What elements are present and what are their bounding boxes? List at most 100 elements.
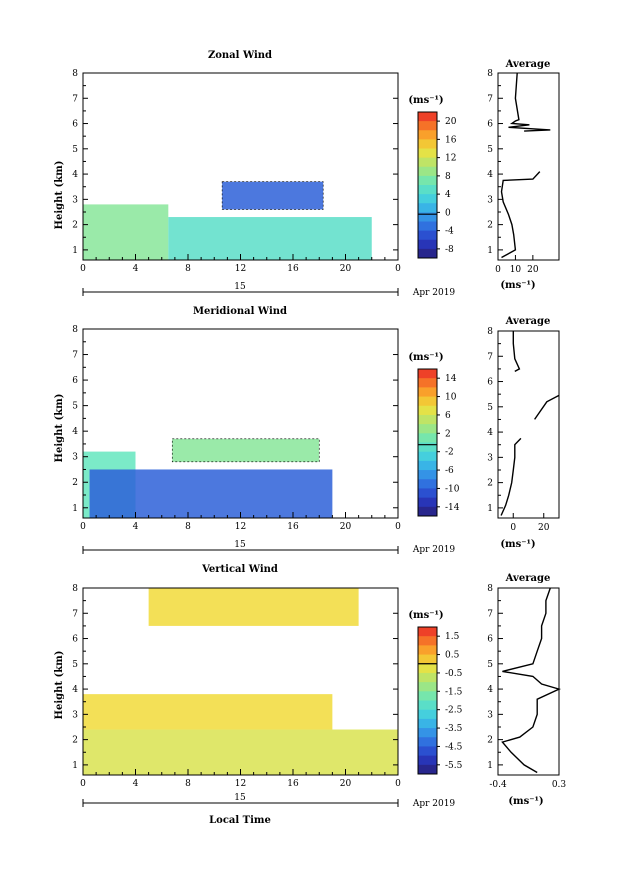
y-tick-label: 1 bbox=[72, 761, 78, 771]
average-frame bbox=[497, 72, 560, 261]
colorbar-segment bbox=[418, 470, 437, 480]
colorbar-segment bbox=[418, 166, 437, 177]
colorbar-tick-label: -6 bbox=[445, 466, 454, 476]
average-x-tick-label: 20 bbox=[527, 265, 539, 275]
colorbar-segment bbox=[418, 194, 437, 204]
heatmap-patch bbox=[168, 217, 372, 260]
day-label: 15 bbox=[234, 282, 246, 292]
colorbar-segment bbox=[418, 139, 437, 149]
y-tick-label: 7 bbox=[487, 94, 493, 104]
y-tick-label: 3 bbox=[487, 453, 493, 463]
colorbar-segment bbox=[418, 737, 437, 747]
colorbar-segment bbox=[418, 709, 437, 720]
heatmap-patch bbox=[89, 469, 333, 518]
date-label: Apr 2019 bbox=[412, 799, 456, 809]
average-profile-line bbox=[500, 72, 551, 259]
y-tick-label: 1 bbox=[487, 246, 493, 256]
colorbar-segment bbox=[418, 764, 437, 775]
y-tick-label: 3 bbox=[72, 195, 78, 205]
date-label: Apr 2019 bbox=[412, 545, 456, 555]
y-tick-label: 5 bbox=[487, 145, 493, 155]
average-title: Average bbox=[505, 573, 551, 584]
average-x-tick-label: 0 bbox=[495, 265, 501, 275]
x-tick-label: 4 bbox=[133, 522, 139, 532]
colorbar-segment bbox=[418, 387, 437, 398]
colorbar-segment bbox=[418, 212, 437, 222]
x-tick-label: 12 bbox=[235, 264, 246, 274]
y-tick-label: 7 bbox=[72, 94, 78, 104]
colorbar-unit-label: (ms⁻¹) bbox=[408, 352, 443, 363]
x-tick-label: 4 bbox=[133, 264, 139, 274]
x-tick-label: 0 bbox=[395, 264, 401, 274]
y-tick-label: 4 bbox=[72, 427, 78, 437]
y-tick-label: 4 bbox=[72, 170, 78, 180]
colorbar-segment bbox=[418, 460, 437, 471]
y-tick-label: 8 bbox=[72, 584, 78, 594]
colorbar-segment bbox=[418, 654, 437, 665]
colorbar-segment bbox=[418, 728, 437, 738]
average-title: Average bbox=[505, 59, 551, 70]
colorbar-segment bbox=[418, 700, 437, 711]
day-label: 15 bbox=[234, 793, 246, 803]
y-tick-label: 1 bbox=[72, 504, 78, 514]
average-x-label: (ms⁻¹) bbox=[508, 796, 543, 807]
average-x-label: (ms⁻¹) bbox=[500, 539, 535, 550]
y-tick-label: 2 bbox=[72, 478, 78, 488]
y-tick-label: 6 bbox=[72, 376, 78, 386]
y-tick-label: 6 bbox=[487, 635, 493, 645]
colorbar-frame bbox=[417, 368, 438, 517]
y-tick-label: 3 bbox=[72, 710, 78, 720]
y-tick-label: 2 bbox=[72, 221, 78, 231]
panel-title: Meridional Wind bbox=[193, 306, 287, 317]
x-tick-label: 0 bbox=[80, 522, 86, 532]
y-tick-label: 1 bbox=[487, 761, 493, 771]
day-label: 15 bbox=[234, 540, 246, 550]
x-tick-label: 0 bbox=[395, 779, 401, 789]
colorbar-segment bbox=[418, 746, 437, 757]
colorbar-segment bbox=[418, 121, 437, 131]
heatmap-patches-layer bbox=[83, 181, 398, 775]
colorbar-segment bbox=[418, 185, 437, 195]
colorbar-tick-label: -4 bbox=[445, 227, 454, 237]
colorbar-segment bbox=[418, 442, 437, 453]
colorbar-segment bbox=[418, 506, 437, 517]
y-tick-label: 4 bbox=[487, 428, 493, 438]
colorbar-segment bbox=[418, 627, 437, 637]
x-tick-label: 20 bbox=[340, 264, 352, 274]
colorbar-segment bbox=[418, 148, 437, 159]
colorbar-segment bbox=[418, 378, 437, 388]
y-tick-label: 3 bbox=[487, 195, 493, 205]
y-tick-label: 5 bbox=[72, 660, 78, 670]
colorbar-segment bbox=[418, 405, 437, 416]
colorbar-segment bbox=[418, 479, 437, 489]
y-tick-label: 6 bbox=[72, 635, 78, 645]
x-tick-label: 8 bbox=[185, 779, 191, 789]
average-frame bbox=[497, 587, 560, 776]
y-tick-label: 7 bbox=[72, 351, 78, 361]
colorbar-segment bbox=[418, 718, 437, 729]
colorbar-segment bbox=[418, 755, 437, 766]
y-tick-label: 8 bbox=[487, 584, 493, 594]
y-tick-label: 6 bbox=[487, 378, 493, 388]
colorbar-tick-label: 1.5 bbox=[445, 632, 460, 642]
colorbar-tick-label: -14 bbox=[445, 503, 460, 513]
colorbar-tick-label: -5.5 bbox=[445, 761, 463, 771]
colorbar-segment bbox=[418, 203, 437, 213]
colorbar-segment bbox=[418, 396, 437, 407]
x-tick-label: 16 bbox=[287, 779, 299, 789]
colorbar-tick-label: 6 bbox=[445, 411, 451, 421]
average-x-tick-label: 20 bbox=[538, 523, 550, 533]
colorbar-segment bbox=[418, 157, 437, 168]
x-tick-label: 4 bbox=[133, 779, 139, 789]
average-x-tick-label: 0.3 bbox=[552, 780, 567, 790]
x-tick-label: 20 bbox=[340, 779, 352, 789]
y-tick-label: 2 bbox=[487, 736, 493, 746]
colorbar-tick-label: -2.5 bbox=[445, 706, 463, 716]
y-axis-label: Height (km) bbox=[54, 651, 65, 720]
colorbar-segment bbox=[418, 414, 437, 425]
y-tick-label: 3 bbox=[487, 710, 493, 720]
x-tick-label: 12 bbox=[235, 522, 246, 532]
